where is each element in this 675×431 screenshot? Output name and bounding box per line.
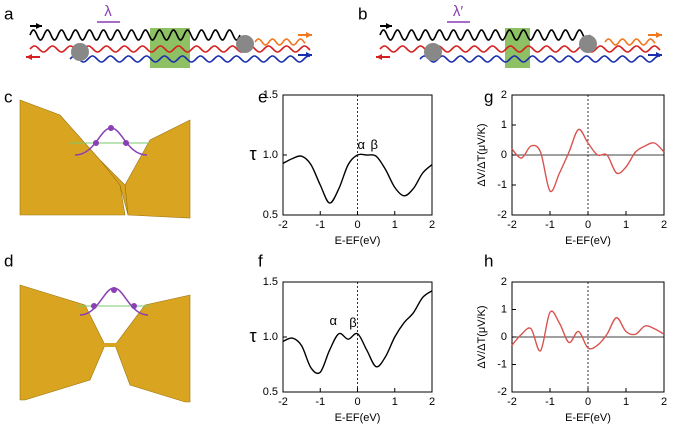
y-axis-label: τ [249, 326, 256, 346]
wave-orange [604, 38, 656, 46]
x-tick-label: 2 [429, 396, 435, 408]
x-tick-label: 1 [623, 219, 629, 231]
annotation: β [349, 315, 356, 330]
data-line [282, 290, 433, 375]
arrow-head [376, 54, 382, 60]
y-tick-label: 1 [501, 303, 507, 315]
x-tick-label: -1 [545, 219, 555, 231]
y-tick-label: 0 [501, 331, 507, 343]
x-tick-label: 2 [661, 219, 667, 231]
x-tick-label: 0 [585, 396, 591, 408]
x-axis-label: E-EF(eV) [335, 235, 381, 247]
y-axis-label: ΔV/ΔT(μV/K) [476, 305, 488, 368]
panel-d-structure [19, 284, 191, 403]
y-tick-label: -2 [497, 386, 507, 398]
panel-label: h [484, 251, 493, 270]
x-tick-label: -1 [315, 219, 325, 231]
y-axis-label: τ [249, 144, 256, 164]
x-tick-label: 0 [585, 219, 591, 231]
x-tick-label: 0 [354, 396, 360, 408]
arrow-head [656, 52, 662, 58]
x-tick-label: 1 [392, 396, 398, 408]
panel-label: b [358, 4, 367, 23]
annotation: β [371, 137, 378, 152]
x-tick-label: 2 [661, 396, 667, 408]
x-tick-label: -2 [507, 219, 517, 231]
scatterer [71, 43, 89, 61]
panel-c-structure [19, 99, 191, 219]
x-tick-label: 1 [623, 396, 629, 408]
wave-orange [254, 38, 306, 46]
x-tick-label: 0 [354, 219, 360, 231]
arrow-head [306, 52, 312, 58]
y-tick-label: 1.5 [263, 89, 278, 101]
data-line [282, 153, 433, 204]
wave-blue [69, 55, 311, 63]
arrow-head [26, 54, 32, 60]
y-tick-label: 0.5 [263, 209, 278, 221]
arrow-head [386, 23, 392, 29]
scatterer [424, 43, 442, 61]
wave-black [29, 29, 241, 41]
arrow-head [36, 23, 42, 29]
y-tick-label: 1.0 [263, 331, 278, 343]
y-tick-label: -1 [497, 358, 507, 370]
x-tick-label: 1 [392, 219, 398, 231]
y-tick-label: 0.5 [263, 386, 278, 398]
x-axis-label: E-EF(eV) [335, 412, 381, 424]
x-tick-label: 2 [429, 219, 435, 231]
wavelength-label: λ′ [453, 3, 464, 20]
y-tick-label: 1.5 [263, 276, 278, 288]
panel-label: g [484, 87, 493, 106]
x-tick-label: -1 [315, 396, 325, 408]
y-tick-label: 0 [501, 149, 507, 161]
panel-label: a [4, 4, 14, 23]
x-tick-label: -2 [278, 396, 288, 408]
data-line [511, 128, 665, 193]
y-tick-label: 1.0 [263, 149, 278, 161]
arrow-head [656, 32, 662, 38]
x-axis-label: E-EF(eV) [565, 412, 611, 424]
y-tick-label: 2 [501, 276, 507, 288]
scatterer [579, 35, 597, 53]
scatterer [236, 35, 254, 53]
panel-label: f [258, 251, 263, 270]
panel-label: d [4, 251, 13, 270]
wave-blue [419, 55, 661, 63]
panel-label: c [4, 87, 13, 106]
annotation: α [330, 313, 338, 328]
y-axis-label: ΔV/ΔT(μV/K) [476, 123, 488, 186]
x-tick-label: -2 [507, 396, 517, 408]
y-tick-label: 1 [501, 119, 507, 131]
arrow-head [306, 32, 312, 38]
data-line [511, 310, 665, 352]
wavelength-label: λ [104, 3, 112, 20]
y-tick-label: -2 [497, 209, 507, 221]
panel-label: e [258, 87, 267, 106]
y-tick-label: 2 [501, 89, 507, 101]
y-tick-label: -1 [497, 179, 507, 191]
x-tick-label: -1 [545, 396, 555, 408]
wave-black [379, 29, 591, 41]
x-axis-label: E-EF(eV) [565, 235, 611, 247]
annotation: α [357, 137, 365, 152]
x-tick-label: -2 [278, 219, 288, 231]
